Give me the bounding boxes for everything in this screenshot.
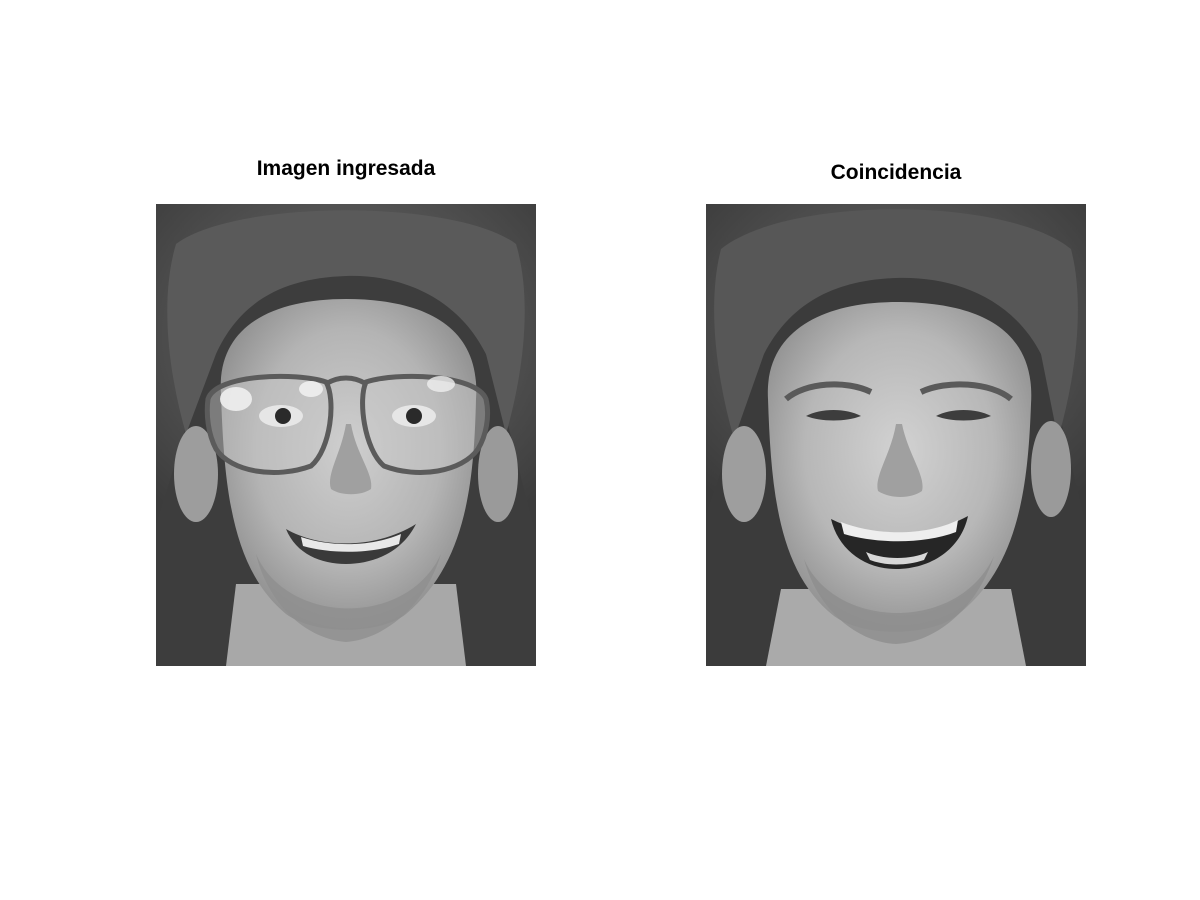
input-face-image [156, 204, 536, 666]
panel-title-input: Imagen ingresada [256, 157, 436, 180]
matched-face-image [706, 204, 1086, 666]
panel-title-match: Coincidencia [830, 161, 962, 184]
